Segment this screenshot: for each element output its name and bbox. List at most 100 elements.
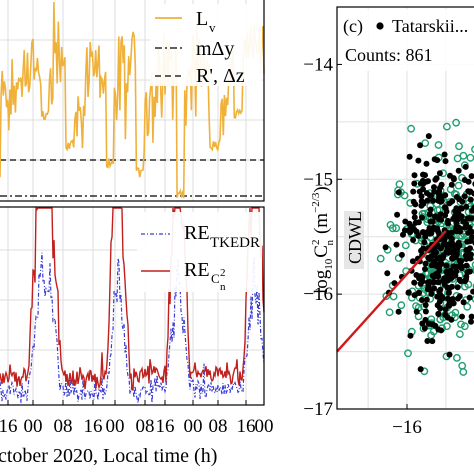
scatter-point-green — [472, 283, 474, 290]
scatter-point-black — [471, 190, 474, 197]
scatter-point-black — [442, 306, 449, 313]
scatter-point-black — [434, 271, 441, 277]
scatter-point-black — [435, 310, 442, 317]
scatter-point-green — [455, 330, 464, 338]
scatter-point-black — [456, 276, 463, 283]
right-panel: (c) Tatarskii... Counts: 861 CDWL −14 −15… — [303, 6, 474, 438]
right-y-axis-label: log10C2 n (m−2/3) — [310, 186, 336, 294]
scatter-point-black — [453, 220, 460, 226]
scatter-point-black — [456, 293, 463, 300]
scatter-point-black — [457, 263, 464, 269]
scatter-point-black — [447, 301, 454, 308]
scatter-point-black — [446, 351, 453, 358]
scatter-point-black — [438, 245, 444, 252]
bottom-left-axes-box — [0, 206, 265, 406]
scatter-point-black — [449, 283, 455, 290]
scatter-point-black — [393, 241, 400, 248]
cdwl-label-box — [344, 211, 364, 269]
x-tick-label: 00 — [24, 416, 43, 437]
scatter-point-black — [411, 180, 418, 187]
scatter-point-black — [468, 318, 474, 325]
scatter-point-green — [392, 224, 401, 233]
x-tick-label: 16 — [84, 416, 103, 437]
scatter-point-black — [430, 261, 437, 268]
scatter-point-black — [467, 238, 474, 244]
scatter-point-black — [442, 311, 449, 318]
scatter-point-black — [448, 235, 455, 242]
scatter-point-black — [419, 229, 426, 236]
x-tick-label: 16 — [156, 416, 175, 437]
series-lv-line — [0, 1, 265, 199]
scatter-point-black — [436, 194, 442, 201]
scatter-point-black — [438, 327, 445, 334]
scatter-point-black — [427, 206, 434, 213]
scatter-point-black — [416, 188, 423, 195]
scatter-point-black — [459, 198, 466, 205]
scatter-point-green — [385, 308, 394, 317]
scatter-point-black — [424, 228, 431, 235]
scatter-point-black — [436, 170, 443, 177]
scatter-point-black — [466, 294, 473, 301]
y-tick-label: −17 — [303, 399, 333, 420]
scatter-point-black — [411, 209, 418, 216]
scatter-point-black — [467, 196, 474, 203]
scatter-point-black — [430, 197, 436, 204]
ylabel-c: C — [311, 245, 332, 258]
scatter-point-black — [455, 227, 462, 234]
y-tick-label: −16 — [303, 284, 333, 305]
scatter-point-black — [445, 289, 452, 296]
x-tick-label: 00 — [106, 416, 125, 437]
scatter-point-black — [458, 213, 465, 220]
scatter-point-black — [431, 188, 438, 195]
scatter-point-green — [397, 301, 406, 310]
ylabel-c-sub: n — [324, 240, 336, 246]
scatter-point-black — [418, 297, 425, 303]
scatter-point-black — [395, 189, 402, 196]
scatter-point-black — [424, 197, 431, 204]
scatter-point-black — [420, 171, 426, 178]
ylabel-units-exp: −2/3 — [310, 192, 322, 213]
scatter-point-black — [470, 288, 474, 295]
scatter-point-black — [443, 262, 450, 269]
scatter-point-black — [411, 279, 418, 286]
scatter-point-black — [448, 181, 455, 188]
scatter-point-black — [436, 288, 443, 295]
scatter-point-black — [443, 268, 450, 275]
scatter-point-black — [453, 194, 460, 200]
scatter-point-black — [441, 151, 448, 158]
y-tick-label: −15 — [303, 169, 333, 190]
scatter-point-black — [468, 173, 474, 180]
scatter-point-black — [432, 213, 439, 220]
scatter-point-black — [411, 214, 418, 221]
scatter-point-black — [429, 321, 436, 328]
scatter-point-black — [425, 282, 432, 289]
scatter-point-black — [437, 211, 444, 218]
scatter-point-black — [394, 211, 401, 218]
scatter-point-green — [394, 254, 403, 263]
scatter-point-black — [440, 254, 447, 261]
scatter-point-black — [425, 133, 432, 140]
scatter-point-black — [407, 332, 414, 339]
scatter-point-black — [445, 230, 452, 237]
scatter-point-green — [389, 292, 398, 301]
scatter-point-black — [430, 279, 436, 286]
x-tick-label: 00 — [255, 416, 274, 437]
scatter-point-black — [460, 299, 467, 306]
x-tick-label: −16 — [392, 417, 422, 438]
scatter-point-green — [455, 142, 463, 151]
scatter-point-black — [413, 308, 420, 315]
x-tick-label: 00 — [184, 416, 203, 437]
scatter-point-black — [417, 366, 424, 373]
scatter-point-black — [409, 224, 416, 230]
scatter-point-black — [463, 262, 470, 269]
ylabel-c-sup: 2 — [310, 240, 322, 246]
scatter-point-black — [417, 180, 424, 187]
right-x-ticks: −16 — [392, 404, 422, 438]
scatter-point-black — [452, 246, 459, 253]
scatter-point-green — [376, 254, 385, 263]
x-tick-label: 08 — [54, 416, 73, 437]
scatter-point-black — [447, 172, 453, 179]
legend-marker-tatarskii — [376, 22, 384, 30]
scatter-point-black — [422, 233, 429, 240]
legend-label-r-dz: R', Δz — [196, 65, 245, 87]
